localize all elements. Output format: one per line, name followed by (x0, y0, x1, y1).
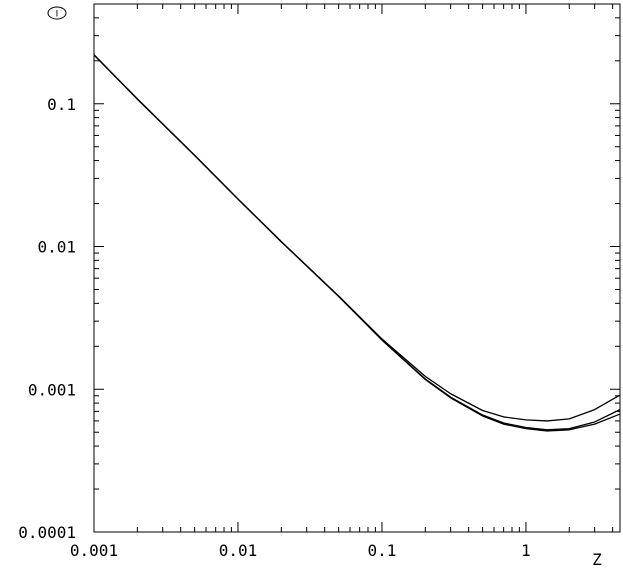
y-tick-label: 0.0001 (18, 523, 76, 542)
x-tick-label: 1 (521, 541, 531, 560)
major-ticks (93, 4, 620, 533)
x-axis-label: Z (592, 550, 602, 568)
x-tick-label: 0.01 (219, 541, 258, 560)
minor-ticks (94, 3, 620, 532)
y-tick-label: 0.01 (37, 238, 76, 257)
plot-frame (93, 3, 621, 533)
marker-label: I (56, 10, 59, 20)
y-tick-label: 0.1 (47, 95, 76, 114)
series-group (93, 54, 621, 432)
x-tick-label: 0.1 (368, 541, 397, 560)
marker-badge: I (47, 6, 67, 20)
series-line-3 (93, 54, 621, 432)
series-line-1 (93, 54, 621, 422)
y-tick-label: 0.001 (28, 380, 76, 399)
x-tick-label: 0.001 (70, 541, 118, 560)
marker-ellipse (47, 6, 67, 20)
series-line-2 (93, 54, 621, 431)
